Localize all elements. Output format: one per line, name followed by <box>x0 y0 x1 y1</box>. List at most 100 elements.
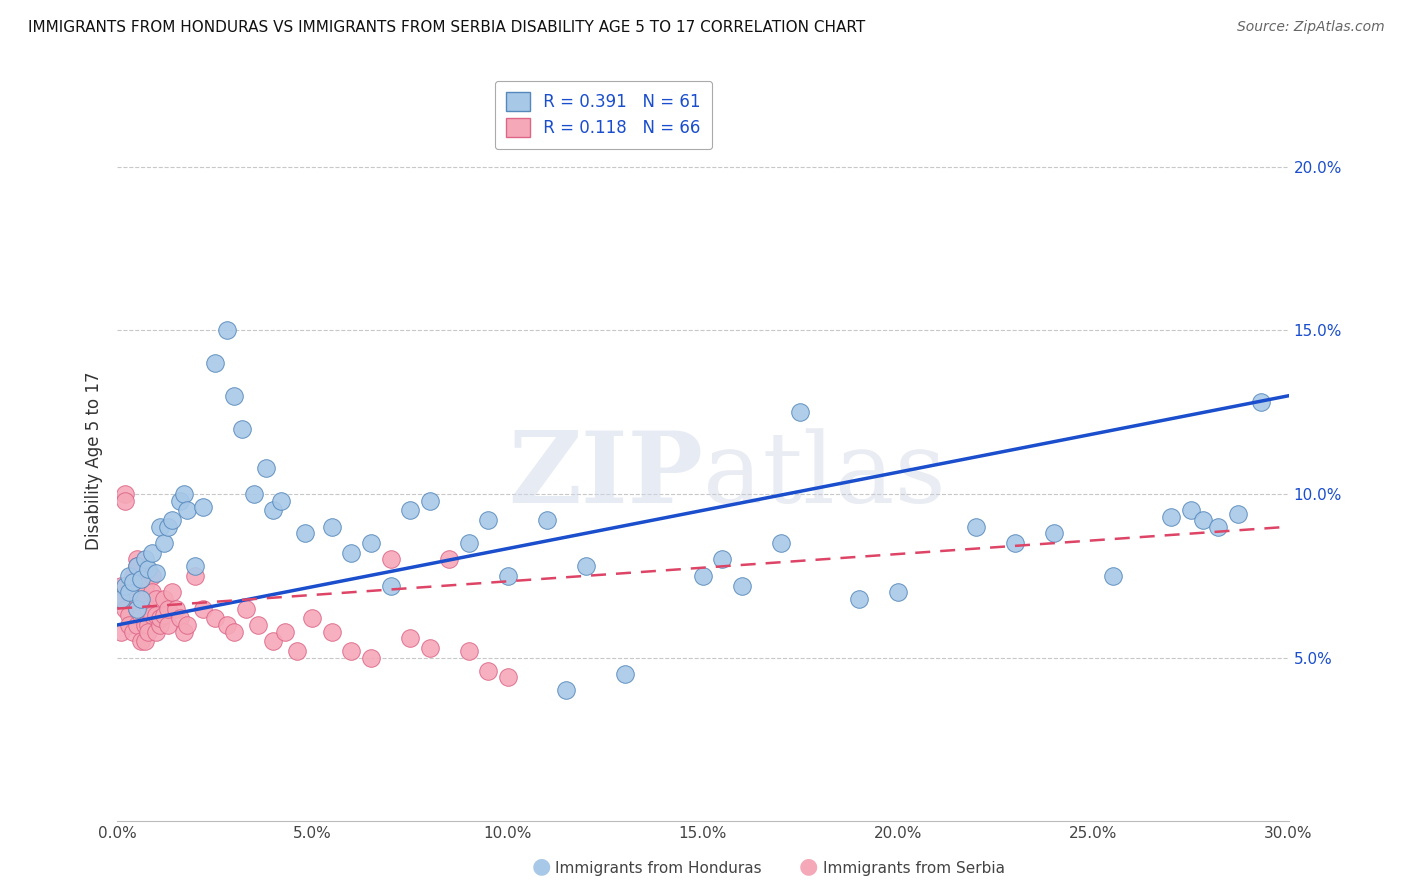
Point <box>173 487 195 501</box>
Point <box>246 618 269 632</box>
Point <box>399 503 422 517</box>
Point <box>184 559 207 574</box>
Point <box>153 591 176 606</box>
Point <box>125 618 148 632</box>
Point <box>138 562 160 576</box>
Point <box>254 460 277 475</box>
Point <box>1160 510 1182 524</box>
Point <box>321 520 343 534</box>
Text: atlas: atlas <box>703 428 946 524</box>
Point <box>145 566 167 580</box>
Point <box>477 513 499 527</box>
Point <box>138 601 160 615</box>
Point <box>477 664 499 678</box>
Point <box>134 618 156 632</box>
Point <box>191 601 214 615</box>
Point <box>262 503 284 517</box>
Point <box>114 493 136 508</box>
Point <box>235 601 257 615</box>
Point <box>110 579 132 593</box>
Point <box>731 579 754 593</box>
Point <box>129 601 152 615</box>
Text: Immigrants from Serbia: Immigrants from Serbia <box>823 861 1004 876</box>
Point <box>848 591 870 606</box>
Point <box>138 618 160 632</box>
Point <box>243 487 266 501</box>
Point <box>114 487 136 501</box>
Point <box>555 683 578 698</box>
Point <box>380 579 402 593</box>
Point <box>125 601 148 615</box>
Point <box>262 634 284 648</box>
Point <box>419 640 441 655</box>
Text: ●: ● <box>531 856 551 876</box>
Point <box>153 608 176 623</box>
Point <box>141 585 163 599</box>
Text: ZIP: ZIP <box>508 427 703 524</box>
Point <box>1191 513 1213 527</box>
Point <box>114 579 136 593</box>
Point <box>360 536 382 550</box>
Point <box>176 618 198 632</box>
Point <box>118 579 141 593</box>
Point <box>141 608 163 623</box>
Legend:  R = 0.391   N = 61,  R = 0.118   N = 66: R = 0.391 N = 61, R = 0.118 N = 66 <box>495 80 711 149</box>
Point <box>145 608 167 623</box>
Point <box>121 624 143 639</box>
Point <box>496 569 519 583</box>
Point <box>169 493 191 508</box>
Point <box>340 546 363 560</box>
Y-axis label: Disability Age 5 to 17: Disability Age 5 to 17 <box>86 372 103 550</box>
Point <box>380 552 402 566</box>
Point <box>789 405 811 419</box>
Point <box>118 585 141 599</box>
Point <box>184 569 207 583</box>
Point <box>1180 503 1202 517</box>
Point <box>692 569 714 583</box>
Point <box>437 552 460 566</box>
Point <box>145 591 167 606</box>
Point <box>1102 569 1125 583</box>
Point <box>110 591 132 606</box>
Point <box>176 503 198 517</box>
Point <box>121 575 143 590</box>
Point <box>129 585 152 599</box>
Point <box>965 520 987 534</box>
Point <box>129 634 152 648</box>
Point <box>125 559 148 574</box>
Text: IMMIGRANTS FROM HONDURAS VS IMMIGRANTS FROM SERBIA DISABILITY AGE 5 TO 17 CORREL: IMMIGRANTS FROM HONDURAS VS IMMIGRANTS F… <box>28 20 865 35</box>
Point <box>1226 507 1249 521</box>
Point <box>138 624 160 639</box>
Point <box>496 670 519 684</box>
Point <box>301 611 323 625</box>
Point <box>711 552 734 566</box>
Point <box>149 520 172 534</box>
Point <box>165 601 187 615</box>
Point <box>134 552 156 566</box>
Point <box>1206 520 1229 534</box>
Point <box>769 536 792 550</box>
Point <box>321 624 343 639</box>
Point <box>274 624 297 639</box>
Point <box>153 536 176 550</box>
Point <box>110 624 132 639</box>
Text: Immigrants from Honduras: Immigrants from Honduras <box>555 861 762 876</box>
Point <box>121 569 143 583</box>
Point <box>419 493 441 508</box>
Point <box>215 618 238 632</box>
Point <box>129 572 152 586</box>
Point <box>224 624 246 639</box>
Point <box>173 624 195 639</box>
Point <box>125 559 148 574</box>
Point <box>134 634 156 648</box>
Point <box>360 650 382 665</box>
Point <box>134 579 156 593</box>
Point <box>340 644 363 658</box>
Point <box>141 546 163 560</box>
Point <box>285 644 308 658</box>
Point <box>224 389 246 403</box>
Point <box>160 513 183 527</box>
Point <box>231 421 253 435</box>
Point <box>118 608 141 623</box>
Point <box>145 624 167 639</box>
